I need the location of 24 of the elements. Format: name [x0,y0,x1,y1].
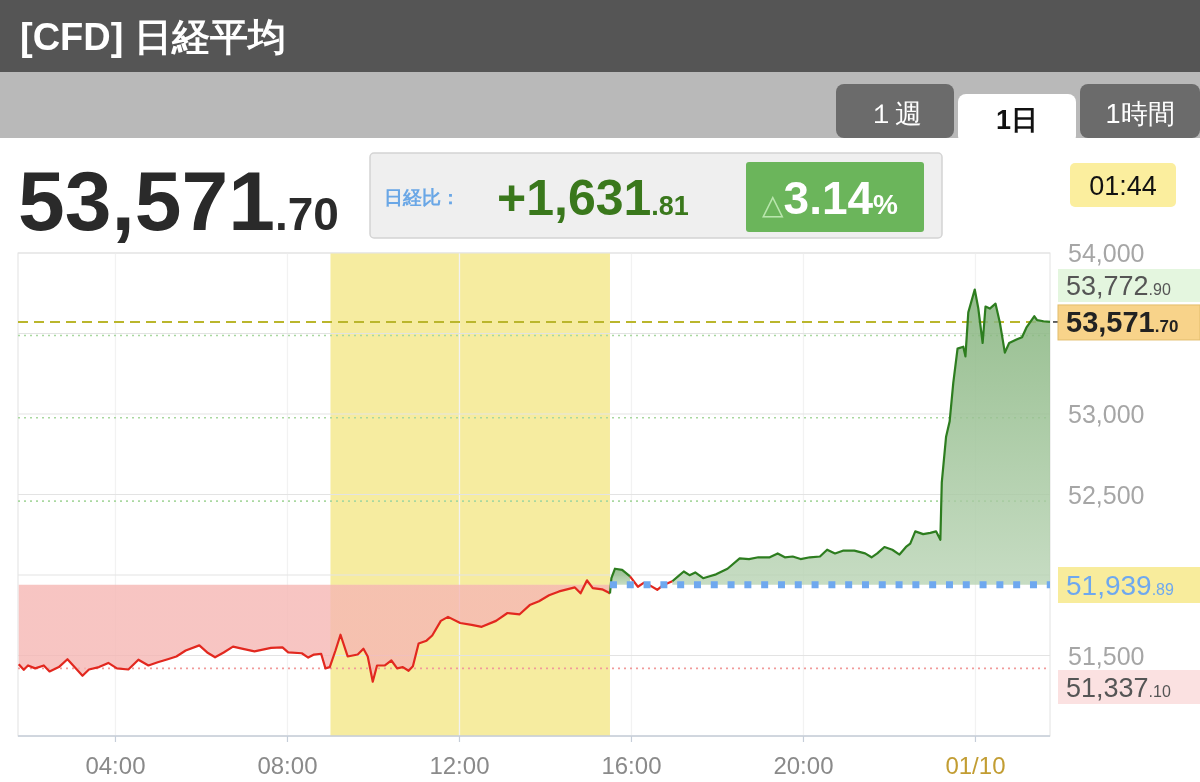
x-tick-label: 20:00 [773,752,834,779]
y-tick-label: 51,500 [1068,641,1145,670]
x-tick-label: 01/10 [945,752,1006,779]
change-percent: △3.14% [746,162,924,232]
base-value-label: 51,939.89 [1058,567,1200,603]
title: [CFD] 日経平均 [20,16,286,58]
ref-line-label: 53,571.70 [1066,306,1179,339]
low-value-label: 51,337.10 [1058,670,1200,704]
y-tick-label: 54,000 [1068,239,1145,267]
tab-label: １週 [868,98,922,129]
high-value-label: 53,772.90 [1058,269,1200,302]
y-tick-label: 53,000 [1068,400,1145,428]
ref-label: 53,571.70 [1052,304,1200,341]
price: 53,571.70 [18,154,339,249]
change-label: 日経比： [384,186,460,208]
y-tick-label: 52,500 [1068,480,1145,509]
change-value: +1,631.81 [497,170,689,226]
x-tick-label: 16:00 [601,752,662,779]
x-tick-label: 12:00 [429,752,490,779]
x-tick-label: 08:00 [257,752,318,779]
x-tick-label: 04:00 [85,752,146,779]
tab-label-selected: 1日 [996,104,1038,135]
tab-label: 1時間 [1105,98,1175,129]
time-label: 01:44 [1070,163,1176,207]
